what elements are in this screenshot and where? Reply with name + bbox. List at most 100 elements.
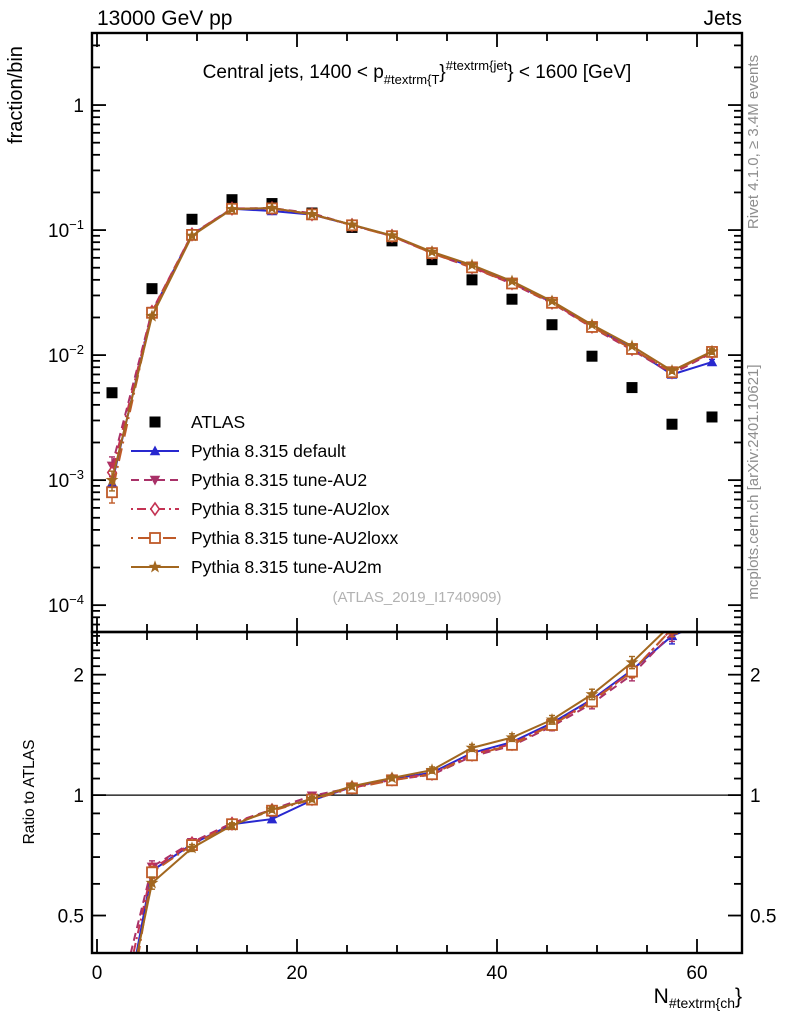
main-ytick-label: 10−2: [48, 342, 84, 367]
star-filled-marker: [505, 274, 519, 287]
square-filled-marker: [586, 350, 598, 362]
legend-label: Pythia 8.315 tune-AU2: [191, 470, 367, 490]
panel-frames: [90, 31, 744, 955]
ratio-panel-frame: [90, 630, 744, 955]
main-title-text: Central jets, 1400 < p#textrm{T}#textrm{…: [203, 58, 632, 87]
star-filled-marker: [665, 363, 679, 377]
triangle-up-marker: [706, 356, 718, 367]
legend-item: Pythia 8.315 tune-AU2m: [131, 557, 382, 577]
main-panel-frame: [90, 31, 744, 634]
legend-label: Pythia 8.315 tune-AU2loxx: [191, 528, 398, 548]
star-filled-marker: [345, 779, 359, 792]
star-filled-marker: [625, 655, 639, 668]
main-ytick-label: 10−1: [48, 217, 84, 242]
star-filled-marker: [545, 294, 559, 307]
star-filled-marker: [505, 730, 519, 743]
star-filled-marker: [265, 802, 279, 816]
star-filled-marker: [385, 771, 399, 784]
square-filled-marker: [466, 274, 478, 286]
legend-item: ATLAS: [149, 412, 245, 432]
legend-item: Pythia 8.315 tune-AU2lox: [131, 499, 390, 519]
xtick-label: 40: [486, 963, 507, 984]
star-filled-marker: [145, 876, 159, 889]
star-filled-marker: [225, 202, 239, 215]
triangle-up-marker: [149, 445, 161, 456]
series-ratio-4: [136, 579, 719, 953]
star-filled-marker: [145, 309, 159, 322]
star-filled-marker: [666, 617, 679, 629]
diamond-open-marker: [708, 583, 717, 595]
legend-label: Pythia 8.315 tune-AU2lox: [191, 499, 390, 519]
square-filled-marker: [626, 382, 638, 394]
triangle-down-marker: [149, 475, 161, 486]
star-filled-marker: [345, 217, 359, 231]
star-filled-marker: [305, 792, 319, 805]
star-filled-marker: [305, 207, 319, 220]
square-filled-marker: [706, 411, 718, 423]
triangle-up-marker: [266, 813, 278, 824]
ratio-ytick-label-left: 2: [73, 666, 84, 687]
star-filled-marker: [465, 258, 479, 271]
main-ytick-label: 10−4: [48, 592, 84, 617]
square-filled-marker: [146, 283, 158, 295]
x-axis-label: N#textrm{ch}: [654, 985, 742, 1011]
star-filled-marker: [265, 201, 279, 214]
axis-ticks: [92, 33, 742, 953]
star-filled-marker: [585, 687, 599, 700]
main-ytick-label: 10−3: [48, 467, 84, 492]
legend-item: Pythia 8.315 default: [131, 441, 346, 461]
main-y-axis-label: fraction/bin: [5, 46, 27, 144]
star-filled-marker: [425, 763, 439, 776]
star-filled-marker: [148, 560, 162, 573]
ratio-ytick-label-left: 0.5: [58, 907, 84, 928]
xtick-label: 20: [286, 963, 307, 984]
ratio-ytick-label-right: 2: [750, 666, 761, 687]
main-ytick-label: 1: [73, 96, 84, 117]
series-ratio-2: [132, 583, 717, 953]
legend-label: Pythia 8.315 default: [191, 441, 346, 461]
axis-tick-labels: 110−110−210−310−40.5 0.51 12 20 20 40 60: [48, 96, 776, 984]
legend-label: ATLAS: [191, 412, 245, 432]
square-open-marker: [149, 532, 161, 544]
triangle-down-marker: [707, 586, 718, 596]
star-filled-marker: [585, 317, 599, 331]
header-right-title: Jets: [703, 7, 742, 30]
square-filled-marker: [186, 213, 198, 225]
star-filled-marker: [225, 818, 239, 831]
series-ratio-0: [135, 614, 718, 953]
star-filled-marker: [425, 245, 439, 258]
square-open-marker: [707, 582, 717, 592]
series-ratio-3: [137, 582, 717, 953]
star-filled-marker: [185, 229, 199, 242]
square-filled-marker: [666, 418, 678, 430]
triangle-up-marker: [707, 614, 718, 624]
ratio-y-axis-label: Ratio to ATLAS: [21, 740, 38, 845]
header-left-title: 13000 GeV pp: [97, 7, 232, 30]
ratio-ytick-label-left: 1: [73, 786, 84, 807]
analysis-watermark: (ATLAS_2019_I1740909): [332, 589, 501, 606]
star-filled-marker: [545, 713, 559, 726]
diamond-open-marker: [149, 501, 161, 517]
square-filled-marker: [546, 319, 558, 331]
xtick-label: 60: [686, 963, 707, 984]
data-series: [105, 194, 719, 953]
ratio-ytick-label-right: 1: [750, 786, 761, 807]
star-filled-marker: [465, 741, 479, 754]
legend-label: Pythia 8.315 tune-AU2m: [191, 557, 382, 577]
star-filled-marker: [706, 579, 719, 591]
star-filled-marker: [625, 339, 639, 352]
panel-title: Central jets, 1400 < p#textrm{T}#textrm{…: [203, 58, 742, 1011]
square-filled-marker: [226, 194, 238, 206]
square-filled-marker: [506, 293, 518, 305]
legend-item: Pythia 8.315 tune-AU2: [131, 470, 367, 490]
star-filled-marker: [185, 841, 199, 854]
star-filled-marker: [105, 473, 119, 486]
star-filled-marker: [705, 344, 719, 357]
star-filled-marker: [385, 228, 399, 241]
legend-item: Pythia 8.315 tune-AU2loxx: [131, 528, 398, 548]
series-ratio-1: [129, 586, 718, 953]
square-open-marker: [146, 866, 158, 879]
mcplots-arxiv-note: mcplots.cern.ch [arXiv:2401.10621]: [745, 364, 762, 599]
